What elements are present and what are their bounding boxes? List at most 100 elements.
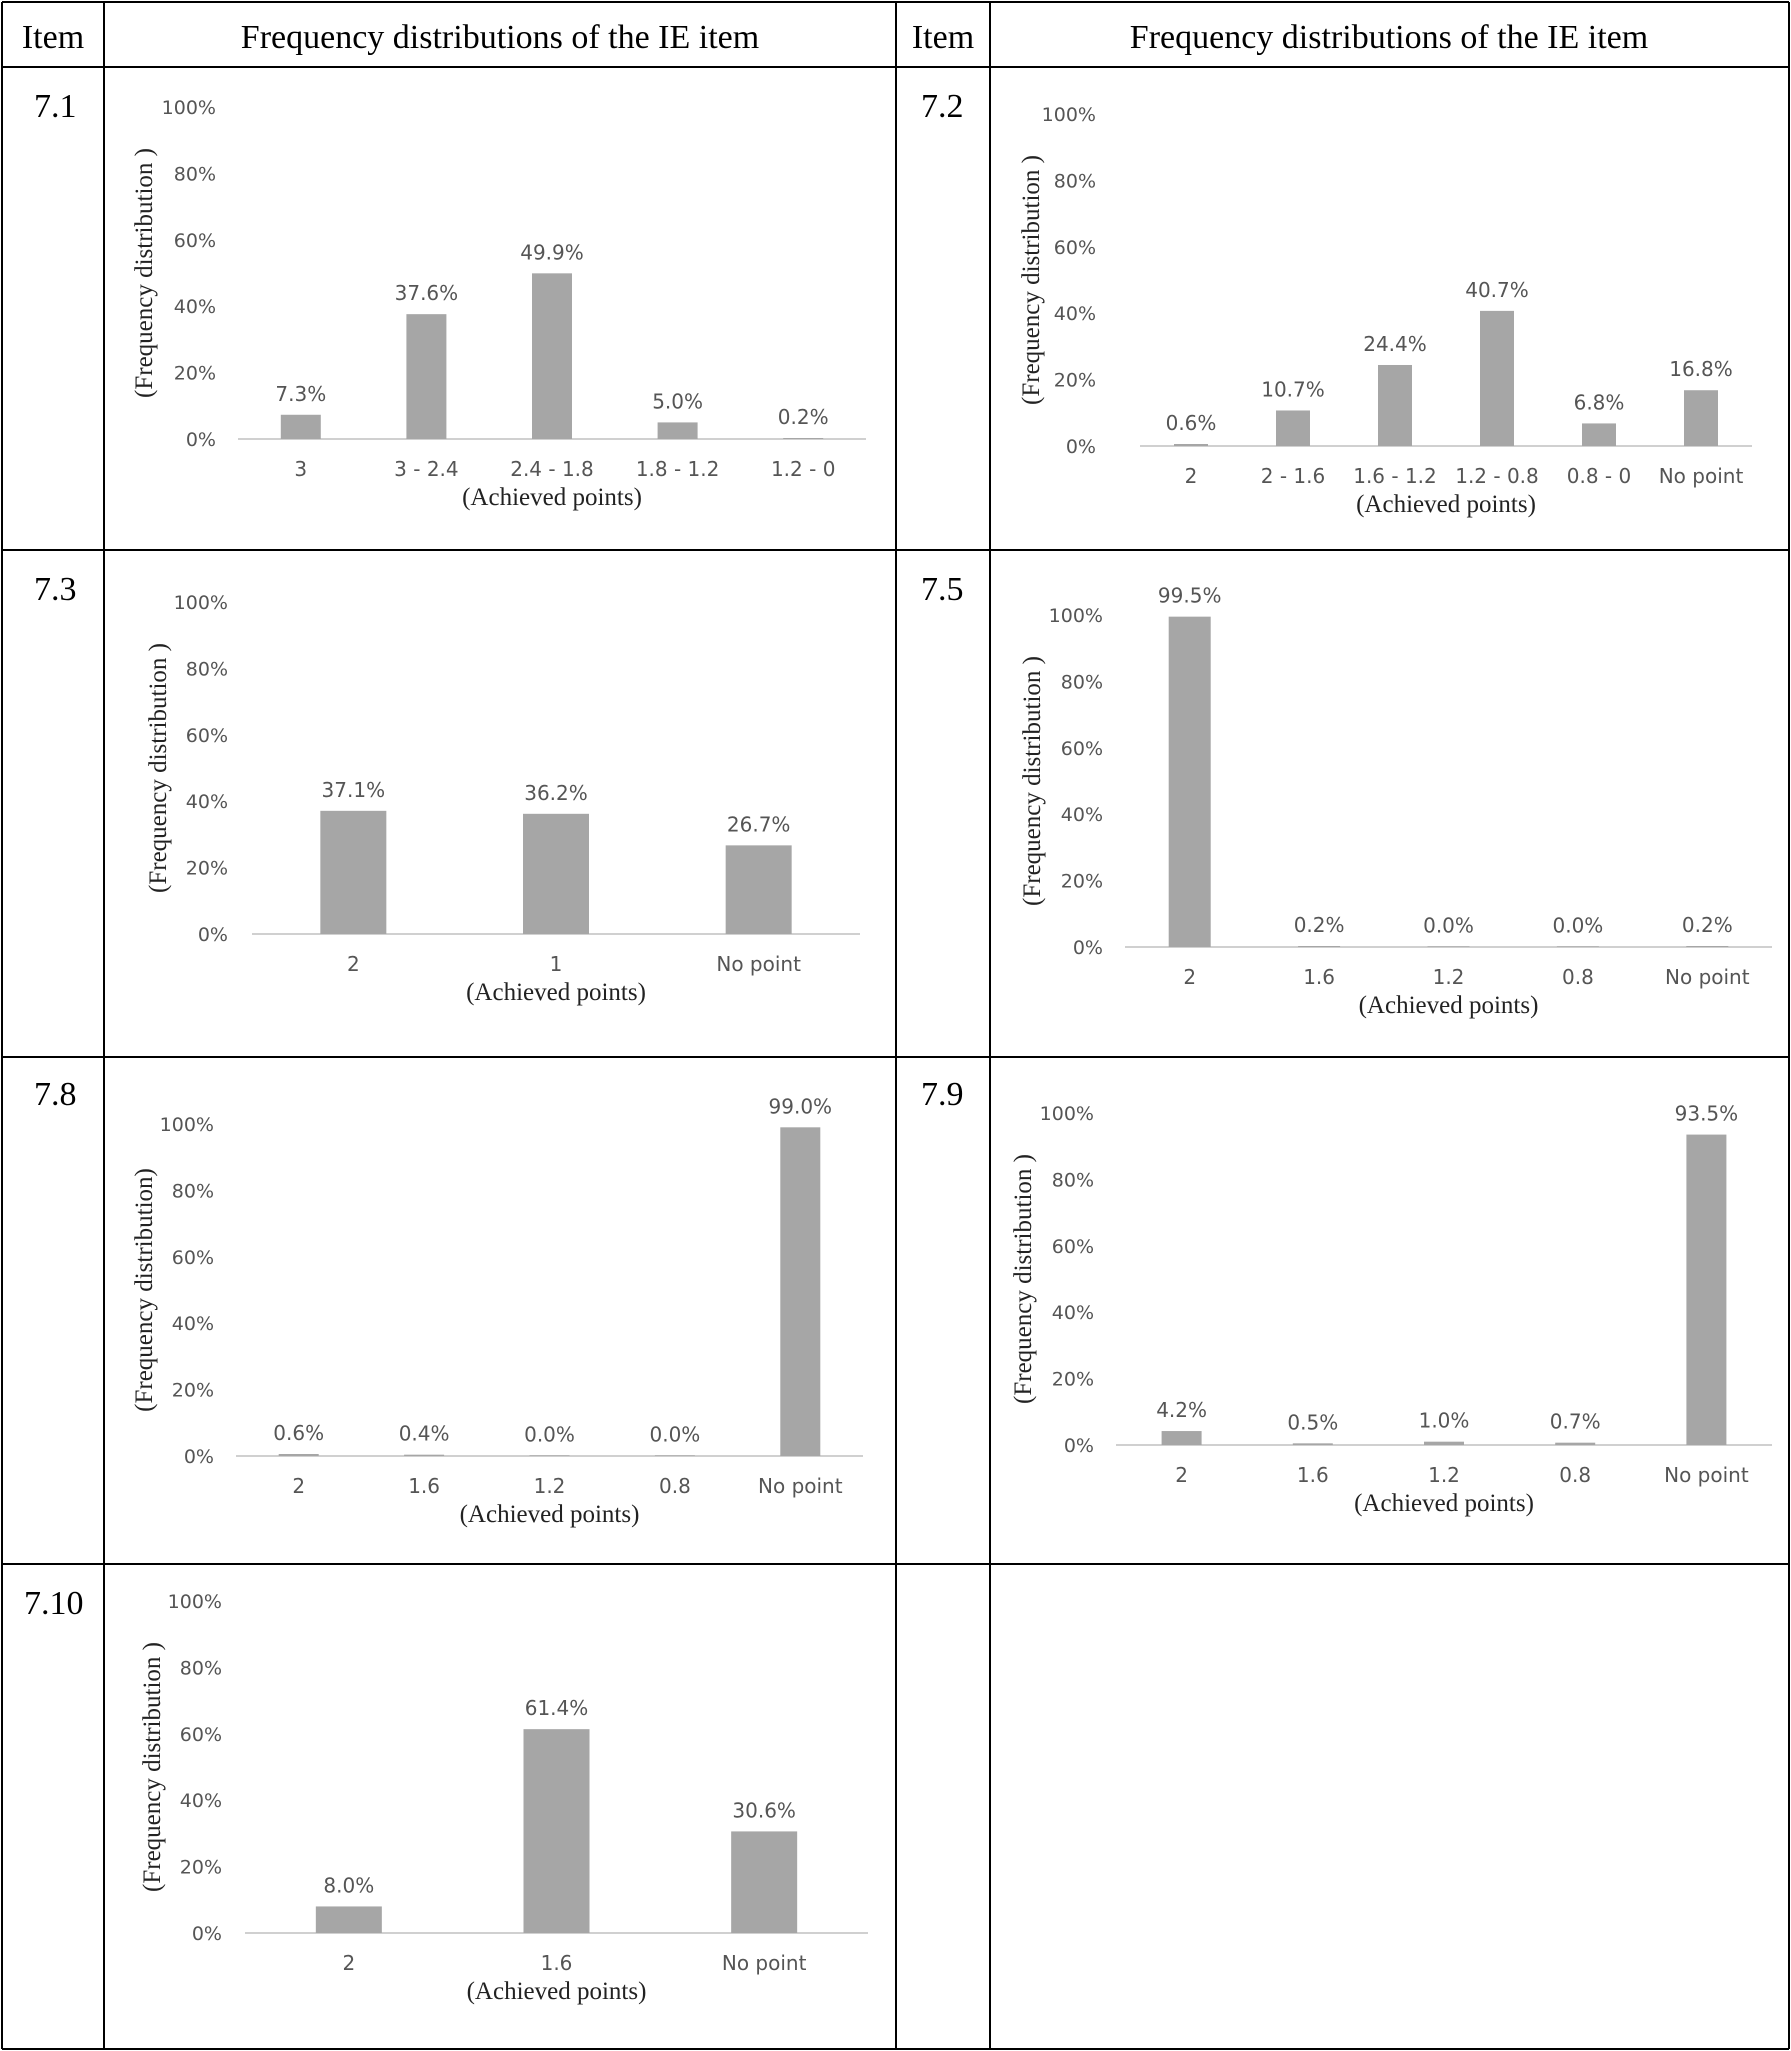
item-label-7-9: 7.9	[921, 1076, 964, 1113]
y-tick-label: 20%	[1052, 1369, 1094, 1391]
x-tick-label: 2	[342, 1951, 355, 1975]
x-tick-label: 3 - 2.4	[394, 457, 458, 481]
x-tick-label: 2	[1185, 464, 1198, 488]
data-label: 0.7%	[1550, 1410, 1601, 1434]
chart-item-7-10: 100% 80% 60% 40% 20% 0% 8.0% 2 61.4% 1.6 30.6% No p…	[139, 1591, 868, 2005]
item-label-7-1: 7.1	[34, 88, 77, 125]
bar	[320, 810, 387, 934]
bar	[1292, 1443, 1333, 1445]
bar	[1168, 616, 1211, 947]
y-tick-label: 0%	[198, 924, 228, 946]
y-tick-label: 40%	[180, 1790, 222, 1812]
y-tick-label: 100%	[174, 592, 228, 614]
bar	[523, 1729, 590, 1933]
data-label: 0.6%	[1166, 411, 1217, 435]
bar	[1276, 410, 1310, 446]
y-tick-label: 0%	[186, 429, 216, 451]
x-tick-label: 2	[1183, 965, 1196, 989]
x-axis-title: (Achieved points)	[1354, 1490, 1534, 1517]
x-tick-label: No point	[758, 1474, 843, 1498]
x-tick-label: 2	[1175, 1463, 1188, 1487]
data-label: 16.8%	[1669, 357, 1733, 381]
item-label-7-2: 7.2	[921, 88, 964, 125]
x-tick-label: 1.8 - 1.2	[636, 457, 720, 481]
data-label: 37.6%	[395, 281, 459, 305]
bar	[1555, 1442, 1596, 1445]
x-tick-label: 0.8	[1559, 1463, 1591, 1487]
bar	[783, 438, 824, 439]
y-tick-label: 60%	[1052, 1236, 1094, 1258]
x-tick-label: 2	[292, 1474, 305, 1498]
x-tick-label: 1.2 - 0.8	[1455, 464, 1539, 488]
y-tick-label: 0%	[1073, 937, 1103, 959]
y-tick-label: 100%	[168, 1591, 222, 1613]
data-label: 49.9%	[520, 240, 584, 264]
data-label: 0.6%	[273, 1421, 324, 1445]
bar	[1427, 946, 1470, 947]
bar	[725, 845, 792, 934]
data-label: 4.2%	[1156, 1398, 1207, 1422]
bar	[1686, 946, 1729, 947]
bar	[280, 414, 321, 439]
bar	[1556, 946, 1599, 947]
bar	[406, 314, 447, 439]
bar	[523, 813, 589, 934]
x-axis-title: (Achieved points)	[462, 484, 642, 511]
data-label: 0.2%	[778, 405, 829, 429]
x-tick-label: 1.6	[1297, 1463, 1329, 1487]
data-label: 93.5%	[1675, 1102, 1739, 1126]
chart-item-7-3: 100% 80% 60% 40% 20% 0% 37.1% 2 36.2% 1 26.7% No po…	[145, 592, 860, 1006]
y-tick-label: 100%	[162, 97, 216, 119]
data-label: 1.0%	[1419, 1409, 1470, 1433]
bar	[1582, 423, 1616, 446]
x-tick-label: 1.6 - 1.2	[1353, 464, 1437, 488]
data-label: 99.0%	[769, 1094, 833, 1118]
bar	[1686, 1134, 1727, 1445]
item-label-7-5: 7.5	[921, 571, 964, 608]
x-tick-label: 1.6	[1303, 965, 1335, 989]
x-axis-title: (Achieved points)	[460, 1501, 640, 1528]
data-label: 0.4%	[399, 1422, 450, 1446]
bar	[1480, 310, 1514, 446]
y-tick-label: 60%	[1061, 738, 1103, 760]
y-tick-label: 100%	[1042, 104, 1096, 126]
header-item-2: Item	[912, 19, 974, 56]
data-label: 0.2%	[1682, 913, 1733, 937]
y-tick-label: 60%	[172, 1247, 214, 1269]
header-freq-2: Frequency distributions of the IE item	[1130, 19, 1648, 56]
y-tick-label: 40%	[1052, 1302, 1094, 1324]
bar	[654, 1455, 695, 1456]
y-tick-label: 40%	[174, 296, 216, 318]
x-tick-label: 1.2	[1433, 965, 1465, 989]
y-axis-title: (Frequency distribution)	[131, 1168, 158, 1412]
x-tick-label: No point	[1659, 464, 1744, 488]
bar	[529, 1455, 570, 1456]
x-tick-label: 1.2 - 0	[771, 457, 835, 481]
x-tick-label: No point	[1664, 1463, 1749, 1487]
y-tick-label: 80%	[186, 658, 228, 680]
y-axis-title: (Frequency distribution )	[1018, 155, 1045, 405]
data-label: 40.7%	[1465, 278, 1529, 302]
x-tick-label: 2 - 1.6	[1261, 464, 1325, 488]
x-axis-title: (Achieved points)	[466, 979, 646, 1006]
chart-item-7-1: 100% 80% 60% 40% 20% 0% 7.3% 3 37.6% 3 - 2.4 49.9%…	[131, 97, 866, 511]
x-tick-label: No point	[716, 952, 801, 976]
y-tick-label: 0%	[1064, 1435, 1094, 1457]
data-label: 0.0%	[649, 1422, 700, 1446]
y-tick-label: 0%	[184, 1446, 214, 1468]
x-tick-label: 1.6	[541, 1951, 573, 1975]
x-axis-title: (Achieved points)	[1359, 992, 1539, 1019]
x-tick-label: 1.2	[1428, 1463, 1460, 1487]
data-label: 24.4%	[1363, 332, 1427, 356]
y-axis-title: (Frequency distribution )	[1010, 1154, 1037, 1404]
y-tick-label: 100%	[1049, 605, 1103, 627]
x-axis-title: (Achieved points)	[1356, 491, 1536, 518]
bar	[278, 1454, 319, 1456]
bar	[657, 422, 698, 439]
data-label: 37.1%	[322, 778, 386, 802]
bar	[1161, 1431, 1202, 1445]
y-axis-title: (Frequency distribution )	[1019, 656, 1046, 906]
bar	[404, 1454, 445, 1456]
x-tick-label: 1.2	[534, 1474, 566, 1498]
